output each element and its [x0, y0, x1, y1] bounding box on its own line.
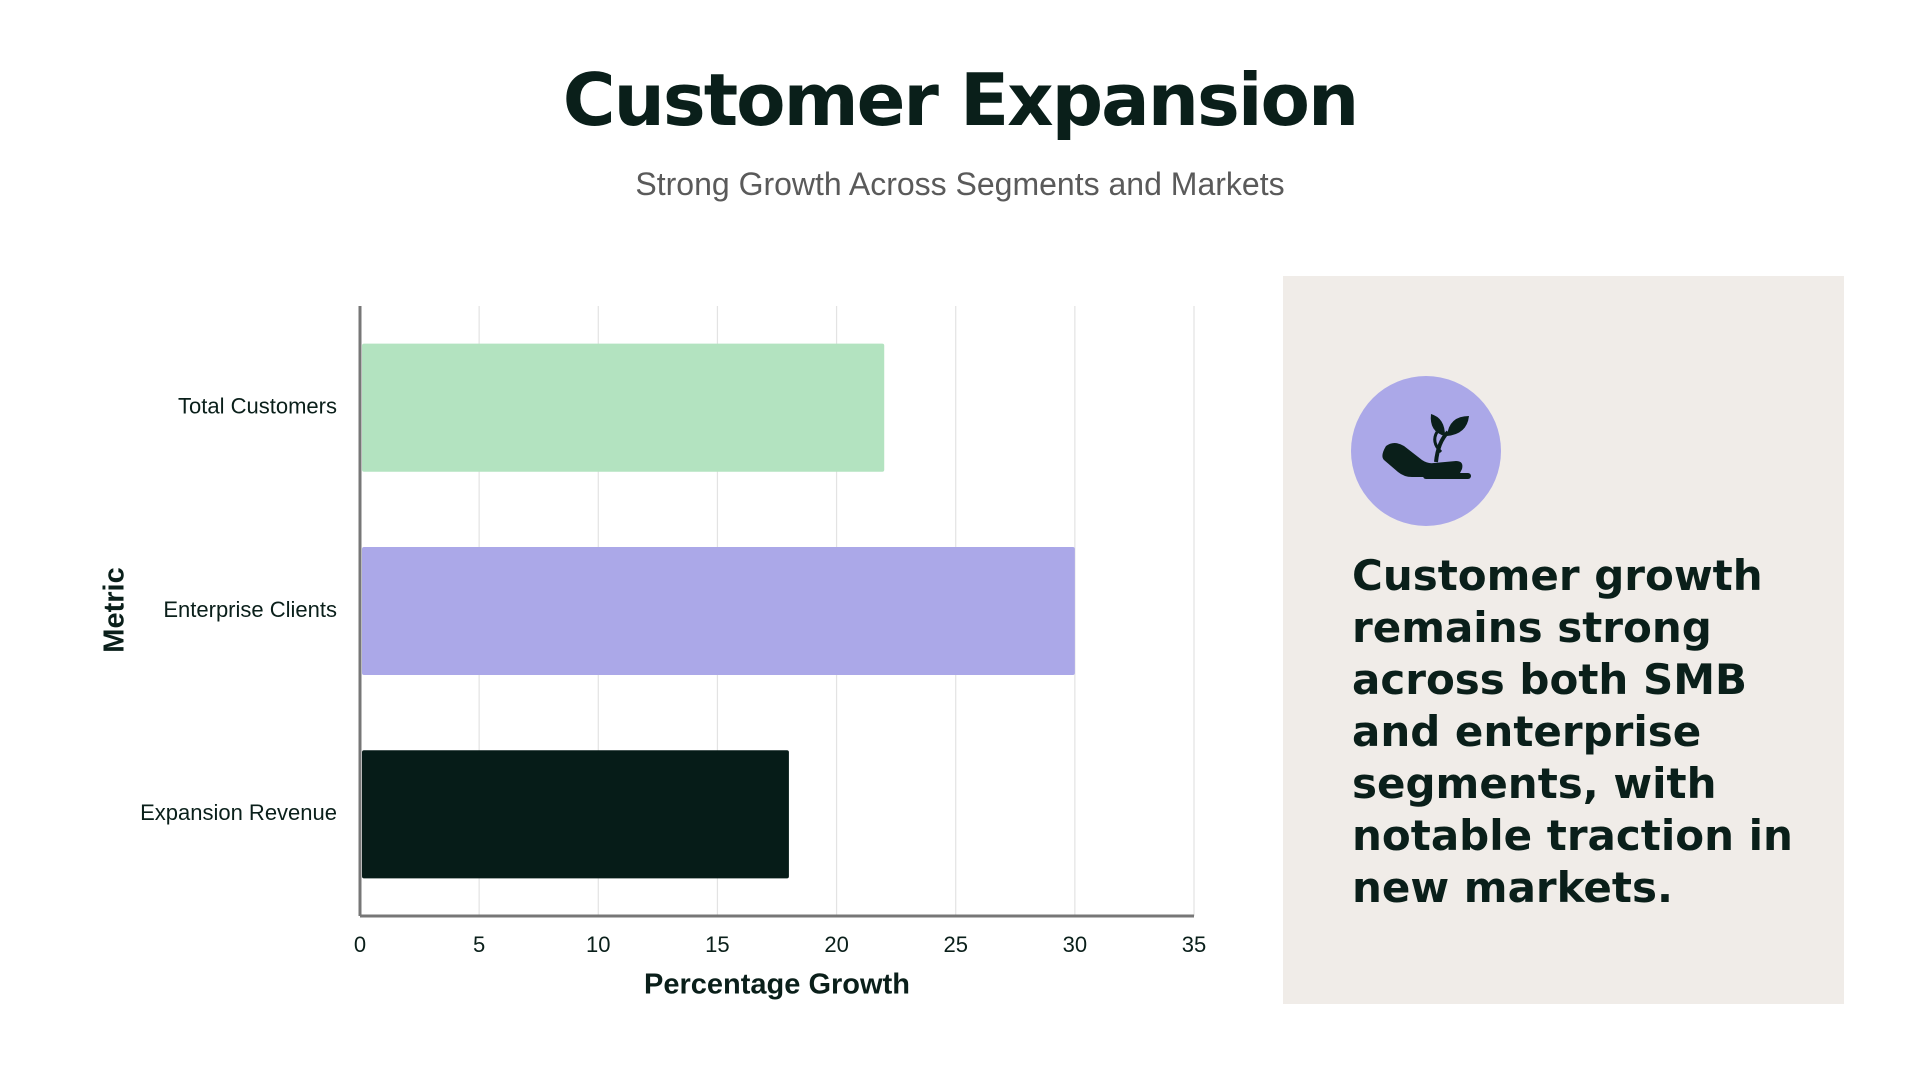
x-tick-label: 0: [354, 932, 366, 957]
bar: [362, 546, 1075, 676]
x-axis-label: Percentage Growth: [644, 969, 910, 1001]
insight-panel: Customer growth remains strong across bo…: [1283, 276, 1844, 1004]
subtitle: Strong Growth Across Segments and Market…: [635, 166, 1285, 202]
y-tick-label: Enterprise Clients: [163, 597, 337, 622]
title: Customer Expansion: [562, 58, 1360, 142]
icon: [1351, 376, 1501, 526]
y-tick-label: Total Customers: [178, 393, 337, 418]
bar: [362, 750, 789, 879]
x-tick-label: 15: [705, 932, 729, 957]
x-tick-label: 10: [586, 932, 610, 957]
x-tick-label: 20: [824, 932, 848, 957]
plant-hand-icon: [1382, 414, 1471, 479]
x-tick-label: 25: [943, 932, 967, 957]
x-tick-label: 35: [1182, 932, 1206, 957]
chart: 0 5 10 15 20 25 30 35 Total Customers Enterprise …: [99, 306, 1206, 1001]
icon-circle: [1351, 376, 1501, 526]
insight-text: Customer growth remains strong across bo…: [1352, 551, 1793, 912]
y-axis-label: Metric: [99, 567, 131, 652]
x-tick-label: 5: [473, 932, 485, 957]
bar: [362, 343, 885, 472]
y-tick-label: Expansion Revenue: [140, 800, 337, 825]
x-tick-label: 30: [1063, 932, 1087, 957]
